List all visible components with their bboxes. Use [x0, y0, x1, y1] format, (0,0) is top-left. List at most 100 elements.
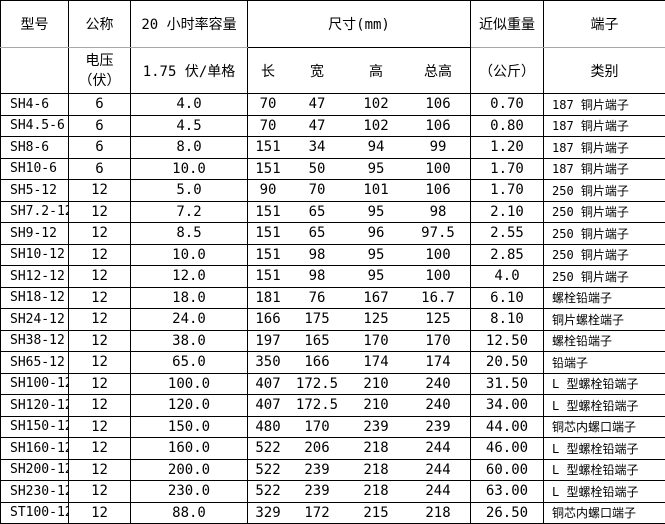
capacity-cell: 7.2: [130, 200, 248, 223]
table-row: SH150-12 12 150.0 480 170 239 239 44.00 …: [0, 415, 665, 438]
terminal-cell: 铜芯内螺口端子: [543, 415, 665, 438]
length-value: 151: [255, 160, 281, 177]
dimension-value-row: 407 172.5 210 240: [249, 376, 470, 392]
header-dimensions-title: 尺寸(mm): [247, 0, 471, 48]
weight-cell: 0.80: [470, 114, 544, 137]
dimension-value-row: 480 170 239 239: [249, 418, 470, 435]
header-weight-sub: （公斤）: [470, 47, 544, 94]
length-value: 522: [255, 483, 281, 500]
length-value: 151: [255, 225, 281, 242]
weight-cell: 0.70: [470, 93, 544, 116]
model-cell: SH200-12: [0, 458, 69, 481]
weight-cell: 1.70: [470, 179, 544, 202]
width-value: 165: [304, 332, 330, 349]
capacity-cell: 38.0: [130, 329, 248, 352]
height-value: 218: [363, 461, 389, 478]
dimension-value-row: 151 34 94 99: [249, 139, 470, 155]
width-value: 50: [308, 160, 326, 177]
voltage-cell: 12: [68, 265, 131, 288]
table-row: SH4-6 6 4.0 70 47 102 106 0.70 187 铜片端子: [0, 93, 665, 116]
length-value: 197: [255, 332, 281, 349]
height-value: 95: [367, 268, 385, 285]
dimension-label-row: 长 宽 高 总高: [249, 61, 470, 81]
header-voltage: 电压 （伏）: [68, 47, 131, 94]
length-value: 151: [255, 203, 281, 220]
header-length: 长: [261, 63, 275, 80]
dimension-value-row: 70 47 102 106: [249, 96, 470, 112]
weight-cell: 20.50: [470, 351, 544, 374]
voltage-cell: 6: [68, 93, 131, 116]
terminal-cell: 铅端子: [543, 351, 665, 374]
weight-cell: 31.50: [470, 372, 544, 395]
model-cell: SH24-12: [0, 308, 69, 331]
width-value: 98: [308, 268, 326, 285]
model-cell: SH160-12: [0, 437, 69, 460]
table-row: SH10-12 12 10.0 151 98 95 100 2.85 250 铜…: [0, 243, 665, 266]
width-value: 170: [304, 418, 330, 435]
header-dimension-labels: 长 宽 高 总高: [247, 47, 471, 94]
capacity-cell: 24.0: [130, 308, 248, 331]
dimension-value-row: 181 76 167 16.7: [249, 289, 470, 306]
dimensions-cell: 407 172.5 210 240: [247, 372, 471, 395]
weight-cell: 34.00: [470, 394, 544, 417]
table-row: SH9-12 12 8.5 151 65 96 97.5 2.55 250 铜片…: [0, 222, 665, 245]
height-value: 218: [363, 483, 389, 500]
terminal-cell: 250 铜片端子: [543, 200, 665, 223]
dimension-value-row: 151 65 95 98: [249, 203, 470, 220]
dimension-value-row: 70 47 102 106: [249, 118, 470, 134]
dimension-value-row: 151 65 96 97.5: [249, 225, 470, 242]
weight-cell: 46.00: [470, 437, 544, 460]
total-height-value: 100: [425, 268, 451, 285]
model-cell: SH10-6: [0, 157, 69, 180]
width-value: 65: [308, 203, 326, 220]
table-row: SH160-12 12 160.0 522 206 218 244 46.00 …: [0, 437, 665, 460]
header-model: 型号: [0, 0, 69, 48]
dimensions-cell: 522 239 218 244: [247, 458, 471, 481]
model-cell: ST100-12: [0, 501, 69, 524]
dimensions-cell: 407 172.5 210 240: [247, 394, 471, 417]
voltage-cell: 12: [68, 501, 131, 524]
weight-cell: 44.00: [470, 415, 544, 438]
voltage-cell: 12: [68, 372, 131, 395]
dimension-value-row: 151 98 95 100: [249, 247, 470, 263]
terminal-cell: L 型螺栓铅端子: [543, 480, 665, 503]
terminal-cell: 铜片螺栓端子: [543, 308, 665, 331]
voltage-cell: 12: [68, 286, 131, 309]
weight-cell: 60.00: [470, 458, 544, 481]
capacity-cell: 18.0: [130, 286, 248, 309]
capacity-cell: 8.5: [130, 222, 248, 245]
dimensions-cell: 151 98 95 100: [247, 265, 471, 288]
voltage-cell: 12: [68, 222, 131, 245]
header-row-sub: 电压 （伏） 1.75 伏/单格 长 宽 高 总高 （公斤） 类别: [0, 47, 665, 94]
table-row: SH24-12 12 24.0 166 175 125 125 8.10 铜片螺…: [0, 308, 665, 331]
voltage-cell: 12: [68, 351, 131, 374]
dimensions-cell: 480 170 239 239: [247, 415, 471, 438]
capacity-cell: 200.0: [130, 458, 248, 481]
height-value: 218: [363, 440, 389, 457]
terminal-cell: 铜芯内螺口端子: [543, 501, 665, 524]
length-value: 350: [255, 354, 281, 371]
weight-cell: 1.70: [470, 157, 544, 180]
voltage-cell: 12: [68, 480, 131, 503]
terminal-cell: 187 铜片端子: [543, 157, 665, 180]
length-value: 181: [255, 289, 281, 306]
capacity-cell: 10.0: [130, 243, 248, 266]
terminal-cell: 螺栓铅端子: [543, 329, 665, 352]
header-voltage-line1: 电压: [85, 52, 114, 69]
capacity-cell: 160.0: [130, 437, 248, 460]
model-cell: SH12-12: [0, 265, 69, 288]
dimension-value-row: 407 172.5 210 240: [249, 397, 470, 413]
dimension-value-row: 90 70 101 106: [249, 182, 470, 198]
voltage-cell: 12: [68, 415, 131, 438]
header-capacity-title: 20 小时率容量: [130, 0, 248, 48]
model-cell: SH10-12: [0, 243, 69, 266]
capacity-cell: 150.0: [130, 415, 248, 438]
voltage-cell: 6: [68, 114, 131, 137]
width-value: 239: [304, 461, 330, 478]
table-row: SH8-6 6 8.0 151 34 94 99 1.20 187 铜片端子: [0, 136, 665, 159]
model-cell: SH100-12: [0, 372, 69, 395]
dimensions-cell: 70 47 102 106: [247, 93, 471, 116]
voltage-cell: 12: [68, 437, 131, 460]
height-value: 167: [363, 289, 389, 306]
length-value: 329: [255, 504, 281, 521]
